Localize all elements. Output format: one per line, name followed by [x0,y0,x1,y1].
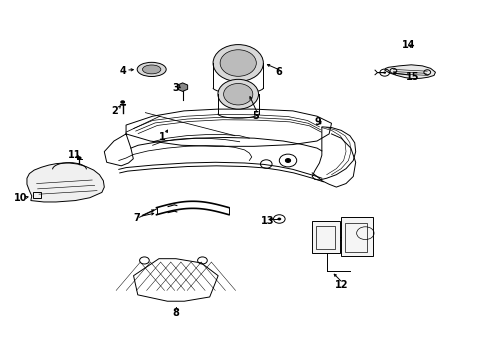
Circle shape [285,159,290,162]
Circle shape [213,45,263,81]
Ellipse shape [142,65,161,74]
Polygon shape [384,65,435,78]
Circle shape [77,156,81,160]
Text: 4: 4 [119,66,126,76]
Circle shape [223,84,252,105]
Circle shape [383,72,386,74]
Text: 12: 12 [334,280,347,289]
Circle shape [120,100,125,104]
Polygon shape [177,83,187,91]
Text: 14: 14 [401,40,415,50]
Text: 9: 9 [314,117,321,126]
FancyBboxPatch shape [341,217,372,256]
FancyBboxPatch shape [311,221,340,253]
Text: 3: 3 [172,83,179,93]
Circle shape [220,50,256,76]
Circle shape [218,79,258,109]
Text: 11: 11 [67,150,81,160]
Text: 15: 15 [405,72,419,82]
Text: 6: 6 [274,67,281,77]
Ellipse shape [137,62,166,77]
Polygon shape [27,163,104,202]
Text: 1: 1 [159,132,165,143]
Text: 5: 5 [252,111,259,121]
Text: 13: 13 [261,216,274,226]
Text: 2: 2 [111,106,118,116]
Text: 10: 10 [14,193,28,203]
Circle shape [277,217,281,220]
Text: 7: 7 [134,213,140,223]
Text: 8: 8 [172,308,179,318]
